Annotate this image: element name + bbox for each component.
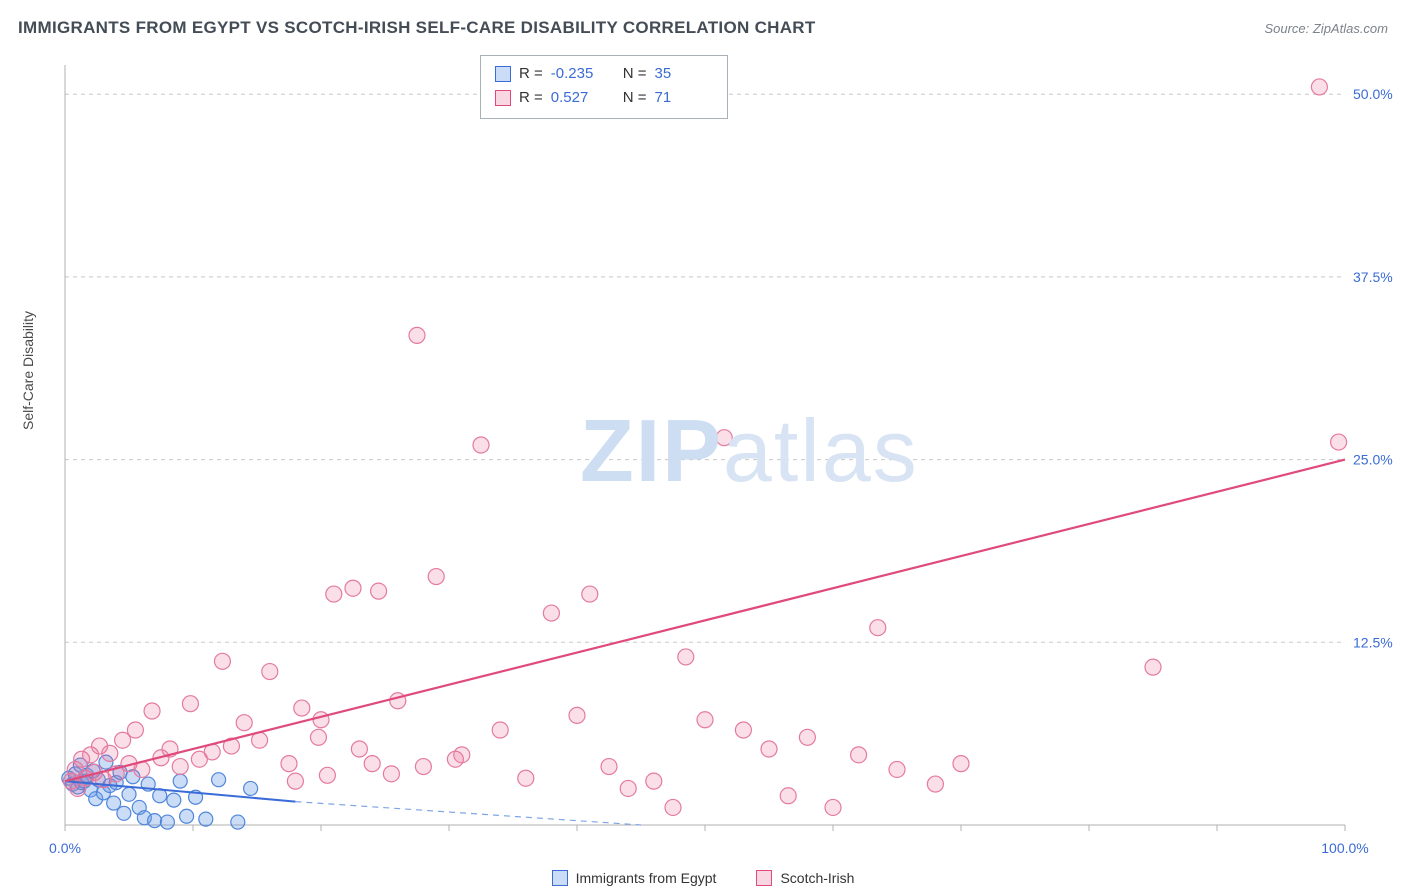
svg-text:37.5%: 37.5% <box>1353 269 1393 285</box>
n-value: 71 <box>655 86 713 110</box>
legend-item: Immigrants from Egypt <box>552 870 717 886</box>
y-axis-label: Self-Care Disability <box>20 311 36 430</box>
r-label: R = <box>519 86 543 110</box>
source-attribution: Source: ZipAtlas.com <box>1264 21 1388 36</box>
svg-text:12.5%: 12.5% <box>1353 634 1393 650</box>
x-axis-legend: Immigrants from Egypt Scotch-Irish <box>0 870 1406 886</box>
r-value: -0.235 <box>551 62 609 86</box>
chart-area: 50.0%37.5%25.0%12.5%0.0%100.0% <box>55 55 1387 855</box>
legend-item: Scotch-Irish <box>756 870 854 886</box>
swatch-blue-icon <box>552 870 568 886</box>
svg-text:50.0%: 50.0% <box>1353 86 1393 102</box>
swatch-pink-icon <box>756 870 772 886</box>
n-label: N = <box>623 62 647 86</box>
swatch-blue-icon <box>495 66 511 82</box>
source-link[interactable]: ZipAtlas.com <box>1313 21 1388 36</box>
stats-row: R = 0.527 N = 71 <box>495 86 713 110</box>
r-label: R = <box>519 62 543 86</box>
svg-text:100.0%: 100.0% <box>1321 840 1368 856</box>
correlation-stats-box: R = -0.235 N = 35 R = 0.527 N = 71 <box>480 55 728 119</box>
svg-text:0.0%: 0.0% <box>49 840 81 856</box>
scatter-chart-svg: 50.0%37.5%25.0%12.5%0.0%100.0% <box>55 55 1387 855</box>
n-label: N = <box>623 86 647 110</box>
chart-title: IMMIGRANTS FROM EGYPT VS SCOTCH-IRISH SE… <box>18 18 816 38</box>
source-prefix: Source: <box>1264 21 1312 36</box>
legend-label: Scotch-Irish <box>780 870 854 886</box>
svg-text:25.0%: 25.0% <box>1353 452 1393 468</box>
swatch-pink-icon <box>495 90 511 106</box>
n-value: 35 <box>655 62 713 86</box>
stats-row: R = -0.235 N = 35 <box>495 62 713 86</box>
legend-label: Immigrants from Egypt <box>576 870 717 886</box>
r-value: 0.527 <box>551 86 609 110</box>
